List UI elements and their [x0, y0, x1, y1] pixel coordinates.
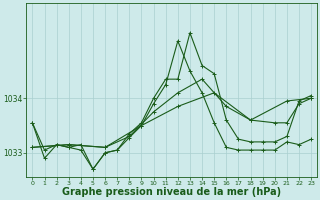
X-axis label: Graphe pression niveau de la mer (hPa): Graphe pression niveau de la mer (hPa) — [62, 187, 281, 197]
